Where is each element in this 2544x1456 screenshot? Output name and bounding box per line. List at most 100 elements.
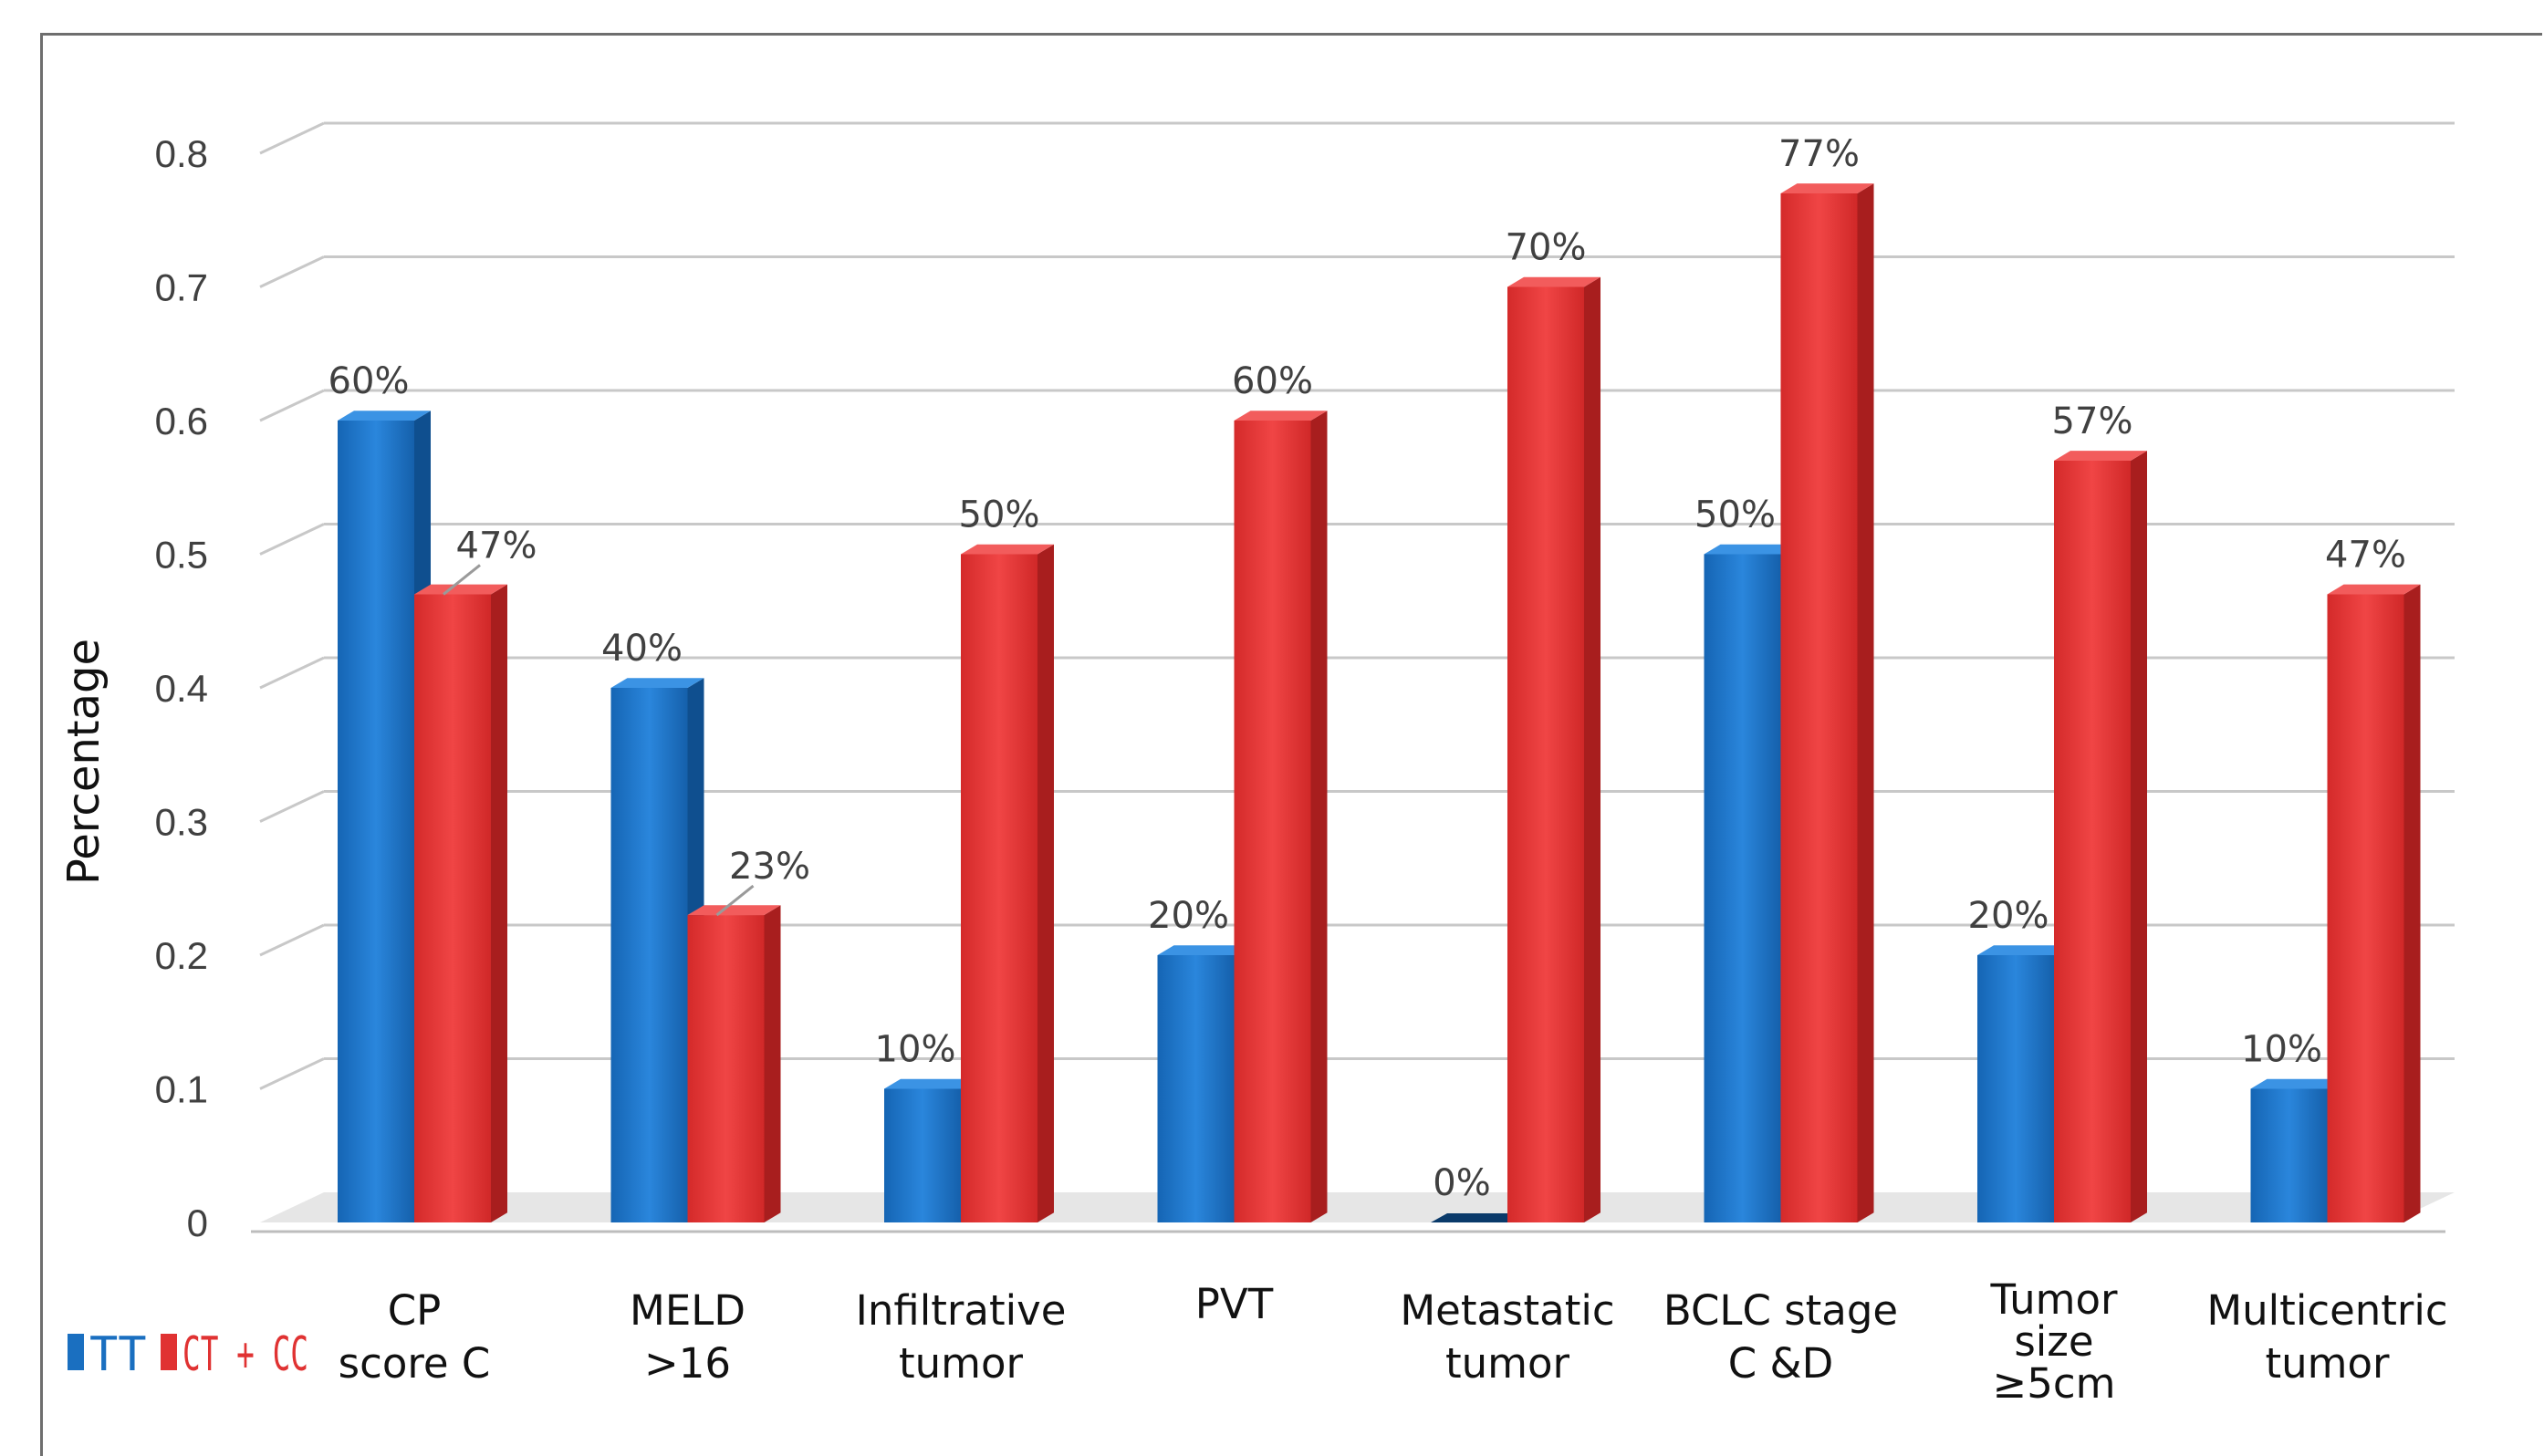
chart-floor — [251, 1192, 2455, 1233]
gridline-stub — [259, 523, 325, 556]
data-label-tt: 10% — [2241, 1029, 2322, 1071]
y-tick-label: 0.6 — [155, 400, 208, 442]
x-category-label: PVT — [1195, 1280, 1274, 1328]
data-label-tt: 40% — [601, 628, 683, 670]
data-labels: 60% 47% 40% 23% 10% 50% 20% 60% 0% 70% 50% 77% 20% 57… — [328, 133, 2406, 1204]
x-category-label: Multicentric — [2206, 1286, 2447, 1335]
gridline-stub — [259, 121, 325, 155]
data-label-ct-cc: 60% — [1232, 360, 1313, 402]
bar-ct-cc-side — [491, 584, 507, 1222]
bar-tt — [884, 1088, 961, 1222]
bar-ct-cc — [1507, 286, 1584, 1222]
bar-ct-cc-side — [1857, 183, 1874, 1222]
floor-plane — [260, 1192, 2455, 1222]
y-axis: 0 0.1 0.2 0.3 0.4 0.5 0.6 0.7 0.8 — [155, 132, 208, 1244]
bar-ct-cc-side — [1584, 276, 1600, 1223]
x-category-label: size — [2014, 1317, 2093, 1366]
bar-tt — [1704, 554, 1781, 1222]
legend-item-ct-cc: CT + CC — [161, 1327, 308, 1382]
bar-ct-cc — [687, 915, 765, 1222]
data-label-ct-cc: 77% — [1778, 133, 1860, 175]
bar-ct-cc — [1780, 192, 1858, 1223]
bar-tt — [1977, 955, 2054, 1222]
gridline-stub — [259, 923, 325, 957]
bars — [338, 183, 2421, 1223]
legend: TT CT + CC — [68, 1327, 308, 1382]
data-label-ct-cc: 70% — [1506, 227, 1587, 269]
bar-tt — [610, 688, 688, 1222]
bar-tt-top — [884, 1078, 977, 1089]
x-category-label: C &D — [1728, 1339, 1833, 1388]
x-category-label: tumor — [1445, 1339, 1570, 1388]
data-label-tt: 20% — [1148, 895, 1229, 937]
bar-tt-top — [1157, 945, 1251, 955]
x-category-label: CP — [388, 1286, 442, 1335]
bar-tt-top — [1704, 544, 1798, 555]
y-tick-label: 0.2 — [155, 934, 208, 977]
data-label-ct-cc: 50% — [959, 494, 1040, 536]
x-category-label: MELD — [630, 1286, 745, 1335]
y-axis-label: Percentage — [58, 639, 109, 885]
data-label-tt: 0% — [1433, 1162, 1490, 1204]
data-label-ct-cc: 47% — [2325, 534, 2406, 576]
label-leader-line — [443, 564, 481, 596]
bar-ct-cc-top — [687, 905, 781, 916]
bar-tt-top — [610, 678, 704, 688]
legend-label-ct-cc: CT + CC — [182, 1327, 308, 1382]
bar-ct-cc-side — [2403, 584, 2421, 1222]
data-label-tt: 20% — [1968, 895, 2049, 937]
data-label-ct-cc: 57% — [2052, 400, 2133, 442]
bar-ct-cc — [961, 554, 1037, 1222]
bar-ct-cc-top — [2054, 451, 2147, 461]
y-tick-label: 0 — [187, 1201, 208, 1244]
x-category-label: Metastatic — [1400, 1286, 1614, 1335]
bar-ct-cc-top — [1780, 183, 1874, 193]
bar-ct-cc-side — [2131, 451, 2147, 1222]
data-label-ct-cc: 23% — [729, 846, 810, 888]
bar-ct-cc — [1234, 421, 1311, 1222]
y-tick-label: 0.7 — [155, 266, 208, 309]
data-label-tt: 50% — [1694, 494, 1776, 536]
bar-ct-cc — [2054, 460, 2131, 1222]
bar-ct-cc-top — [414, 584, 507, 595]
bar-tt-top — [338, 411, 431, 421]
bar-tt — [338, 421, 414, 1222]
data-label-tt: 10% — [875, 1029, 956, 1071]
bar-tt — [1431, 1213, 1524, 1222]
y-tick-label: 0.4 — [155, 667, 208, 710]
bar-tt-top — [1977, 945, 2070, 955]
label-leader-line — [715, 884, 755, 917]
data-label-tt: 60% — [328, 360, 410, 402]
y-tick-label: 0.1 — [155, 1068, 208, 1111]
legend-label-tt: TT — [89, 1327, 147, 1382]
bar-ct-cc-top — [1507, 276, 1600, 287]
bar-ct-cc-side — [1037, 544, 1054, 1222]
x-category-label: tumor — [899, 1339, 1024, 1388]
y-tick-label: 0.8 — [155, 132, 208, 175]
gridline-stub — [259, 255, 325, 288]
bar-tt — [1157, 955, 1235, 1222]
y-tick-label: 0.3 — [155, 801, 208, 844]
bar-ct-cc-top — [2327, 584, 2421, 595]
legend-swatch-ct-cc — [161, 1334, 177, 1370]
bar-ct-cc-side — [1310, 411, 1328, 1222]
bar-ct-cc — [2327, 594, 2404, 1222]
x-category-label: score C — [339, 1339, 491, 1388]
x-category-label: BCLC stage — [1663, 1286, 1898, 1335]
x-category-label: tumor — [2265, 1339, 2390, 1388]
bar-ct-cc-side — [764, 905, 781, 1222]
bar-ct-cc-top — [961, 544, 1054, 555]
gridline-stub — [259, 389, 325, 422]
bar-tt-top — [2250, 1078, 2344, 1089]
x-category-label: ≥5cm — [1993, 1359, 2116, 1408]
bar-ct-cc-top — [1234, 411, 1328, 421]
legend-swatch-tt — [68, 1334, 84, 1370]
x-category-label: Infiltrative — [856, 1286, 1067, 1335]
legend-item-tt: TT — [68, 1327, 147, 1382]
gridline-stub — [259, 790, 325, 823]
gridline-stub — [259, 1057, 325, 1090]
x-category-label: >16 — [644, 1339, 731, 1388]
y-tick-label: 0.5 — [155, 534, 208, 577]
x-category-label: Tumor — [1989, 1275, 2118, 1324]
